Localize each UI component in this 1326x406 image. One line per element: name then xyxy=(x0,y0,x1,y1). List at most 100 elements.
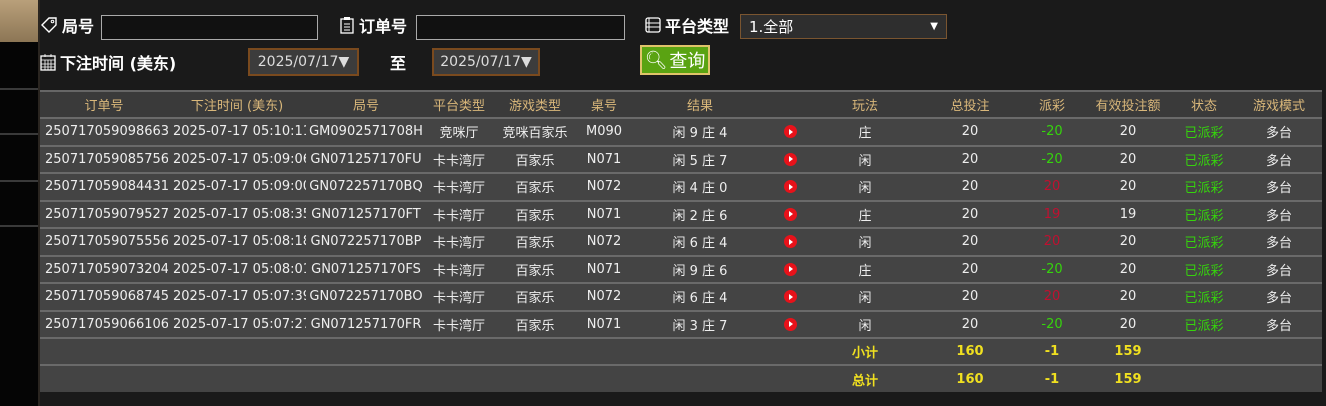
calendar-icon xyxy=(40,54,56,71)
round-input[interactable] xyxy=(101,15,318,40)
total-valid: 159 xyxy=(1084,364,1172,392)
replay-cell[interactable] xyxy=(770,282,810,311)
valid-bet-cell: 19 xyxy=(1084,199,1172,228)
game-type-cell: 百家乐 xyxy=(492,254,578,283)
divider xyxy=(0,133,40,135)
play-video-icon[interactable] xyxy=(783,180,797,194)
table-row[interactable]: 250717059084431 2025-07-17 05:09:00 GN0722… xyxy=(40,172,1322,201)
to-label: 至 xyxy=(390,50,406,74)
date-from-picker[interactable]: 2025/07/17▼ xyxy=(248,48,359,76)
status-cell: 已派彩 xyxy=(1172,117,1236,146)
table-header: 订单号 下注时间 (美东) 局号 平台类型 游戏类型 桌号 结果 玩法 总投注 派彩 有效投注额 状态… xyxy=(40,90,1322,118)
platform-cell: 卡卡湾厅 xyxy=(426,172,492,201)
order-input[interactable] xyxy=(416,15,625,40)
status-cell: 已派彩 xyxy=(1172,282,1236,311)
total-bet-cell: 20 xyxy=(920,227,1020,256)
replay-cell[interactable] xyxy=(770,117,810,146)
result-cell: 闲 9 庄 6 xyxy=(630,254,770,283)
round-id-cell: GN072257170BO xyxy=(306,282,426,311)
platform-cell: 卡卡湾厅 xyxy=(426,282,492,311)
replay-cell[interactable] xyxy=(770,227,810,256)
empty-cell xyxy=(1236,337,1322,365)
round-id-cell: GN072257170BP xyxy=(306,227,426,256)
play-video-icon[interactable] xyxy=(783,262,797,276)
bet-type-cell: 庄 xyxy=(810,254,920,283)
order-id-cell: 250717059084431 xyxy=(40,172,168,201)
total-label: 总计 xyxy=(810,364,920,392)
tag-icon xyxy=(41,17,57,33)
payout-cell: 20 xyxy=(1020,282,1084,311)
round-id-cell: GN071257170FR xyxy=(306,309,426,338)
platform-label: 平台类型 xyxy=(645,13,729,37)
table-row[interactable]: 250717059085756 2025-07-17 05:09:06 GN0712… xyxy=(40,144,1322,173)
replay-cell[interactable] xyxy=(770,199,810,228)
order-id-cell: 250717059066106 xyxy=(40,309,168,338)
search-button[interactable]: 🔍︎ 查询 xyxy=(640,45,710,75)
play-video-icon[interactable] xyxy=(783,317,797,331)
table-id-cell: N072 xyxy=(578,282,630,311)
order-id-cell: 250717059075556 xyxy=(40,227,168,256)
total-bet-cell: 20 xyxy=(920,309,1020,338)
status-cell: 已派彩 xyxy=(1172,144,1236,173)
payout-cell: -20 xyxy=(1020,309,1084,338)
table-row[interactable]: 250717059098663 2025-07-17 05:10:11 GM0902… xyxy=(40,117,1322,146)
replay-cell[interactable] xyxy=(770,309,810,338)
status-cell: 已派彩 xyxy=(1172,254,1236,283)
total-bet-cell: 20 xyxy=(920,117,1020,146)
payout-cell: 19 xyxy=(1020,199,1084,228)
order-id-cell: 250717059079527 xyxy=(40,199,168,228)
order-id-cell: 250717059073204 xyxy=(40,254,168,283)
table-row[interactable]: 250717059066106 2025-07-17 05:07:27 GN0712… xyxy=(40,309,1322,338)
table-id-cell: N071 xyxy=(578,254,630,283)
bet-type-cell: 闲 xyxy=(810,172,920,201)
to-label-text: 至 xyxy=(390,54,407,73)
bet-time-cell: 2025-07-17 05:07:39 xyxy=(168,282,306,311)
round-id-cell: GN072257170BQ xyxy=(306,172,426,201)
play-video-icon[interactable] xyxy=(783,207,797,221)
status-cell: 已派彩 xyxy=(1172,227,1236,256)
play-video-icon[interactable] xyxy=(783,125,797,139)
play-video-icon[interactable] xyxy=(783,235,797,249)
replay-cell[interactable] xyxy=(770,172,810,201)
game-type-cell: 百家乐 xyxy=(492,282,578,311)
table-id-cell: N071 xyxy=(578,309,630,338)
order-id-cell: 250717059098663 xyxy=(40,117,168,146)
replay-cell[interactable] xyxy=(770,144,810,173)
round-label: 局号 xyxy=(40,13,94,37)
empty-cell xyxy=(426,337,492,365)
platform-cell: 卡卡湾厅 xyxy=(426,309,492,338)
payout-cell: -20 xyxy=(1020,117,1084,146)
caret-down-icon: ▼ xyxy=(930,21,938,32)
game-mode-cell: 多台 xyxy=(1236,117,1322,146)
table-row[interactable]: 250717059073204 2025-07-17 05:08:01 GN0712… xyxy=(40,254,1322,283)
result-cell: 闲 6 庄 4 xyxy=(630,282,770,311)
table-id-cell: N071 xyxy=(578,144,630,173)
platform-select[interactable]: 1.全部 ▼ xyxy=(740,14,947,39)
round-label-text: 局号 xyxy=(62,17,95,36)
date-to-picker[interactable]: 2025/07/17▼ xyxy=(432,48,540,76)
result-cell: 闲 2 庄 6 xyxy=(630,199,770,228)
bet-type-cell: 闲 xyxy=(810,144,920,173)
column-header: 桌号 xyxy=(578,90,630,118)
empty-cell xyxy=(578,364,630,392)
round-id-cell: GN071257170FU xyxy=(306,144,426,173)
table-row[interactable]: 250717059075556 2025-07-17 05:08:18 GN0722… xyxy=(40,227,1322,256)
replay-cell[interactable] xyxy=(770,254,810,283)
order-label-text: 订单号 xyxy=(359,17,408,36)
column-header: 游戏类型 xyxy=(492,90,578,118)
table-row[interactable]: 250717059079527 2025-07-17 05:08:35 GN0712… xyxy=(40,199,1322,228)
result-cell: 闲 5 庄 7 xyxy=(630,144,770,173)
total-row: 总计 160 -1 159 xyxy=(40,364,1322,392)
play-video-icon[interactable] xyxy=(783,152,797,166)
sidebar-active-tab[interactable] xyxy=(0,0,40,42)
table-row[interactable]: 250717059068745 2025-07-17 05:07:39 GN0722… xyxy=(40,282,1322,311)
round-id-cell: GN071257170FT xyxy=(306,199,426,228)
list-icon xyxy=(645,17,661,33)
status-cell: 已派彩 xyxy=(1172,199,1236,228)
total-bet-cell: 20 xyxy=(920,199,1020,228)
empty-cell xyxy=(168,337,306,365)
play-video-icon[interactable] xyxy=(783,290,797,304)
column-header: 派彩 xyxy=(1020,90,1084,118)
result-cell: 闲 4 庄 0 xyxy=(630,172,770,201)
time-label-text: 下注时间 (美东) xyxy=(60,54,177,73)
